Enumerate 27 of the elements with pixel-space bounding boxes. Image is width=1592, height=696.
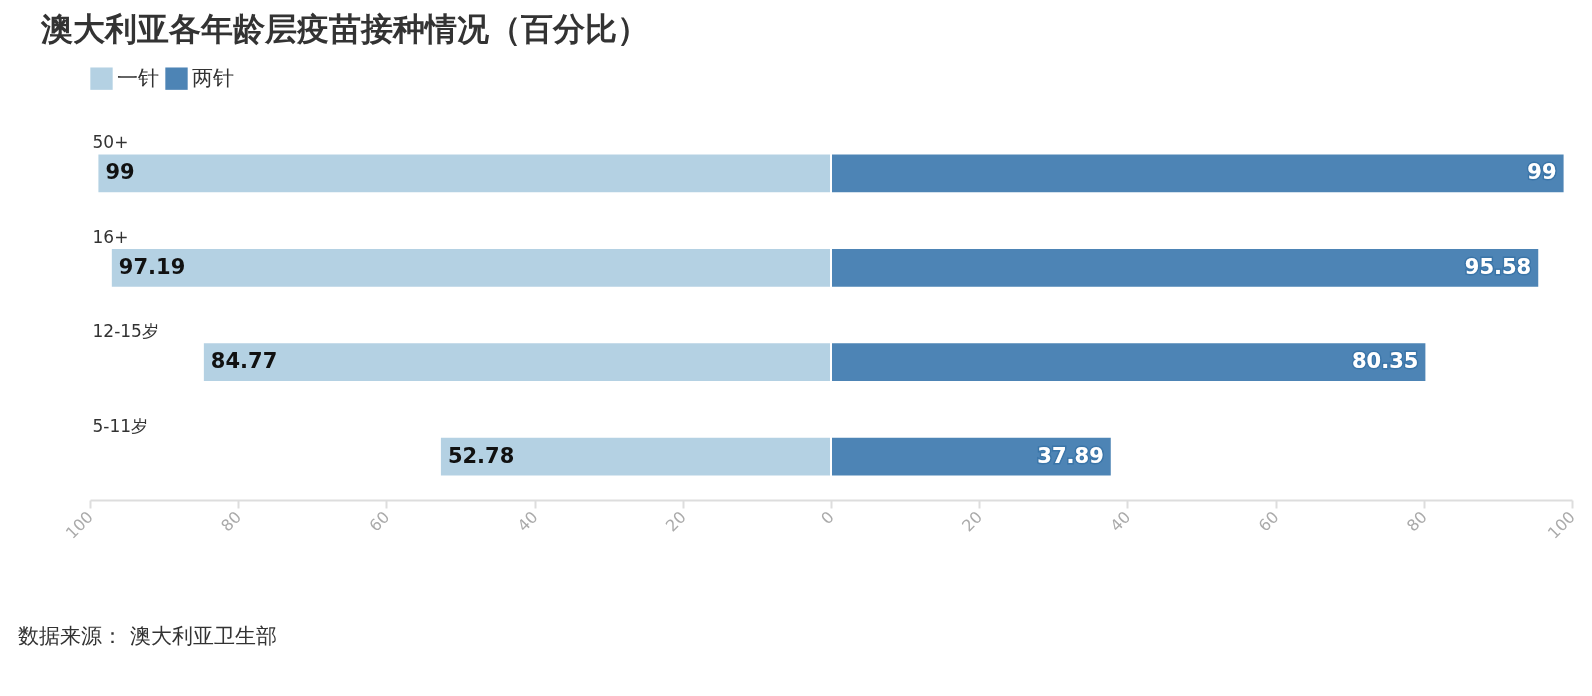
x-tick-label: 100 [1543,507,1579,543]
y-tick-label: 12-15岁 [92,321,159,342]
x-tick-label: 20 [958,507,987,536]
legend-label: 一针 [117,65,159,90]
x-tick-label: 40 [1106,507,1135,536]
data-label: 37.89 [1037,443,1104,468]
y-tick-label: 5-11岁 [92,415,149,436]
x-tick-label: 20 [661,507,690,536]
x-tick-label: 0 [817,507,838,529]
data-label: 95.58 [1464,254,1532,279]
x-tick-label: 60 [1254,507,1283,536]
data-label: 84.77 [210,349,278,374]
x-tick-label: 40 [513,507,542,536]
data-label: 52.78 [447,443,515,468]
source-note: 数据来源： 澳大利亚卫生部 [18,623,277,650]
x-tick-label: 80 [217,507,246,536]
data-label: 80.35 [1351,349,1419,374]
data-label: 99 [1527,160,1557,185]
chart-title: 澳大利亚各年龄层疫苗接种情况（百分比） [39,10,649,48]
y-tick-label: 50+ [92,132,129,153]
legend-label: 两针 [192,65,234,90]
x-tick-label: 60 [365,507,394,536]
data-label: 99 [105,160,135,185]
x-tick-label: 80 [1402,507,1431,536]
data-label: 97.19 [118,254,186,279]
y-tick-label: 16+ [92,226,129,247]
x-tick-label: 100 [61,507,97,543]
